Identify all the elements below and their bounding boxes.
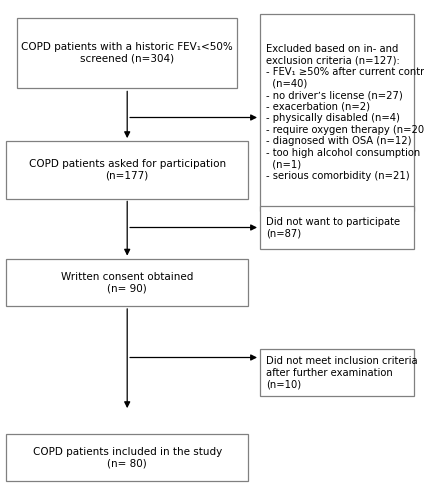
Bar — [259, 349, 415, 396]
Text: COPD patients with a historic FEV₁<50%
screened (n=304): COPD patients with a historic FEV₁<50% s… — [21, 42, 233, 64]
Text: COPD patients asked for participation
(n=177): COPD patients asked for participation (n… — [29, 159, 226, 181]
Bar — [6, 434, 248, 481]
Text: Did not meet inclusion criteria
after further examination
(n=10): Did not meet inclusion criteria after fu… — [265, 356, 417, 389]
Text: Excluded based on in- and
exclusion criteria (n=127):
- FEV₁ ≥50% after current : Excluded based on in- and exclusion crit… — [265, 44, 424, 182]
Bar — [17, 18, 237, 87]
Bar — [259, 206, 415, 248]
Text: Did not want to participate
(n=87): Did not want to participate (n=87) — [265, 216, 400, 238]
Bar — [259, 14, 415, 211]
Text: Written consent obtained
(n= 90): Written consent obtained (n= 90) — [61, 272, 193, 293]
Bar — [6, 141, 248, 199]
Bar — [6, 259, 248, 306]
Text: COPD patients included in the study
(n= 80): COPD patients included in the study (n= … — [33, 446, 222, 468]
